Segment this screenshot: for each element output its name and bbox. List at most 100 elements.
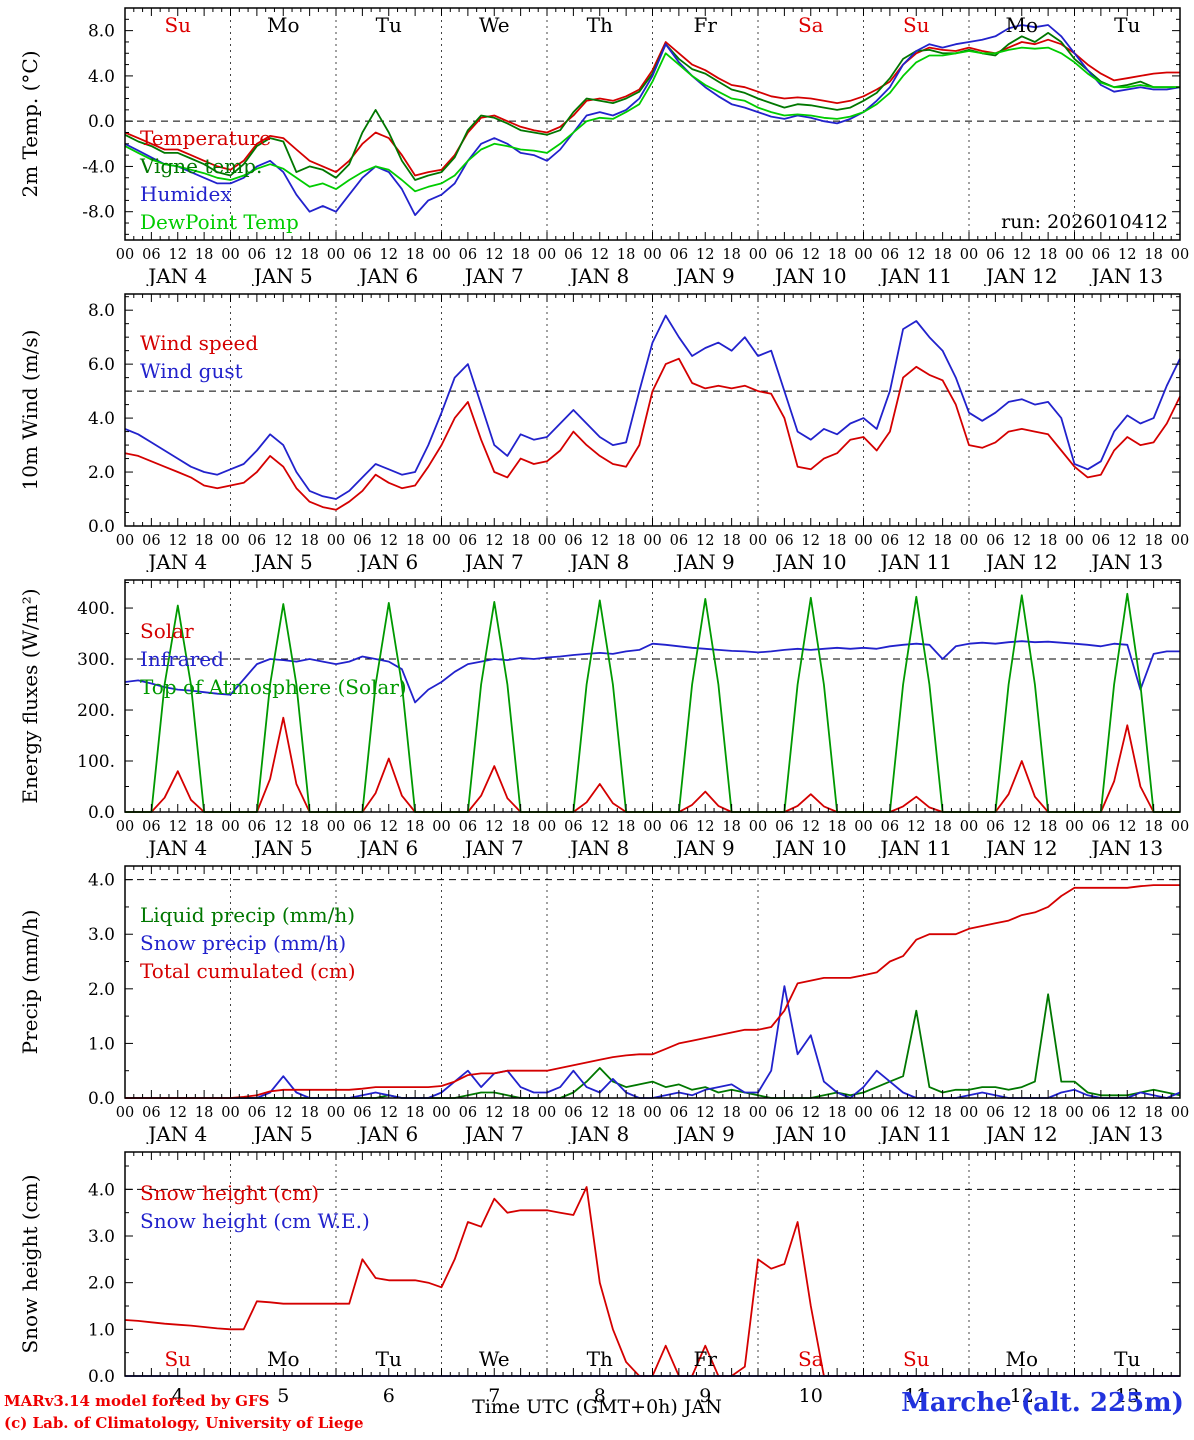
svg-text:Tu: Tu bbox=[376, 13, 402, 37]
svg-text:JAN 13: JAN 13 bbox=[1089, 550, 1163, 572]
svg-text:0.0: 0.0 bbox=[88, 803, 115, 823]
svg-text:06: 06 bbox=[142, 1105, 160, 1121]
svg-text:12: 12 bbox=[1013, 819, 1031, 835]
svg-text:JAN 5: JAN 5 bbox=[252, 550, 313, 572]
svg-text:Humidex: Humidex bbox=[140, 182, 232, 206]
svg-text:06: 06 bbox=[459, 819, 477, 835]
svg-text:JAN 10: JAN 10 bbox=[773, 1122, 847, 1144]
svg-text:9: 9 bbox=[699, 1385, 711, 1407]
svg-text:4.0: 4.0 bbox=[88, 409, 115, 429]
panel-wind: 0.0 2.0 4.0 6.0 8.0 00 06 12 18 00 06 12 18 00 06 12 18 0… bbox=[0, 286, 1194, 572]
svg-text:06: 06 bbox=[986, 819, 1004, 835]
panel-temperature: -8.0 -4.0 0.0 4.0 8.0 00 06 12 18 00 06 12 18 00 06 12 1… bbox=[0, 0, 1194, 286]
svg-text:11: 11 bbox=[904, 1385, 928, 1407]
svg-text:2.0: 2.0 bbox=[88, 1274, 115, 1294]
panel-energy-fluxes: 0.0 100. 200. 300. 400. 00 06 12 18 00 06 12 18 00 06 1… bbox=[0, 572, 1194, 858]
svg-text:8: 8 bbox=[594, 1385, 606, 1407]
svg-text:12: 12 bbox=[696, 533, 714, 549]
svg-text:18: 18 bbox=[300, 247, 318, 263]
svg-text:Th: Th bbox=[587, 1347, 613, 1371]
svg-text:0.0: 0.0 bbox=[88, 1367, 115, 1387]
svg-text:12: 12 bbox=[485, 1105, 503, 1121]
svg-text:JAN 11: JAN 11 bbox=[878, 1122, 952, 1144]
svg-text:06: 06 bbox=[564, 533, 582, 549]
svg-text:00: 00 bbox=[327, 247, 345, 263]
svg-text:06: 06 bbox=[881, 819, 899, 835]
svg-text:Tu: Tu bbox=[1114, 13, 1140, 37]
svg-text:Snow height (cm W.E.): Snow height (cm W.E.) bbox=[140, 1209, 370, 1233]
svg-text:300.: 300. bbox=[77, 650, 115, 670]
svg-text:00: 00 bbox=[221, 819, 239, 835]
svg-text:12: 12 bbox=[802, 247, 820, 263]
svg-text:18: 18 bbox=[1144, 1105, 1162, 1121]
svg-text:JAN 10: JAN 10 bbox=[773, 550, 847, 572]
svg-text:JAN 5: JAN 5 bbox=[252, 836, 313, 858]
svg-text:18: 18 bbox=[722, 247, 740, 263]
svg-text:10: 10 bbox=[799, 1385, 823, 1407]
svg-text:JAN 12: JAN 12 bbox=[984, 550, 1058, 572]
svg-text:We: We bbox=[479, 13, 510, 37]
svg-text:00: 00 bbox=[854, 247, 872, 263]
svg-text:1.0: 1.0 bbox=[88, 1034, 115, 1054]
svg-text:JAN 11: JAN 11 bbox=[878, 550, 952, 572]
svg-text:00: 00 bbox=[116, 1105, 134, 1121]
svg-text:12: 12 bbox=[274, 247, 292, 263]
svg-text:06: 06 bbox=[670, 533, 688, 549]
svg-text:06: 06 bbox=[986, 533, 1004, 549]
svg-text:JAN 6: JAN 6 bbox=[357, 550, 418, 572]
snow-height-chart: 0.0 1.0 2.0 3.0 4.0 4 Su 5 Mo 6 Tu 7 We 8 Th 9 Fr 10 Sa 11 S… bbox=[88, 1151, 1181, 1407]
svg-text:00: 00 bbox=[960, 247, 978, 263]
svg-text:400.: 400. bbox=[77, 599, 115, 619]
svg-text:00: 00 bbox=[854, 533, 872, 549]
svg-text:-8.0: -8.0 bbox=[82, 203, 115, 223]
svg-text:-4.0: -4.0 bbox=[82, 157, 115, 177]
svg-text:JAN 8: JAN 8 bbox=[568, 836, 629, 858]
svg-text:18: 18 bbox=[511, 533, 529, 549]
svg-text:JAN 7: JAN 7 bbox=[463, 264, 524, 286]
svg-text:00: 00 bbox=[1171, 247, 1189, 263]
svg-text:4.0: 4.0 bbox=[88, 1180, 115, 1200]
svg-text:Top of Atmosphere (Solar): Top of Atmosphere (Solar) bbox=[140, 675, 407, 699]
svg-text:00: 00 bbox=[221, 1105, 239, 1121]
svg-text:00: 00 bbox=[116, 819, 134, 835]
svg-text:18: 18 bbox=[828, 819, 846, 835]
svg-text:06: 06 bbox=[670, 1105, 688, 1121]
wind-y-axis-label: 10m Wind (m/s) bbox=[18, 329, 42, 491]
wind-chart: 0.0 2.0 4.0 6.0 8.0 00 06 12 18 00 06 12 18 00 06 12 18 0… bbox=[88, 293, 1189, 572]
svg-text:06: 06 bbox=[459, 533, 477, 549]
svg-text:Sa: Sa bbox=[798, 13, 824, 37]
svg-text:JAN 6: JAN 6 bbox=[357, 836, 418, 858]
station-label: Marche (alt. 225m) bbox=[901, 1388, 1184, 1418]
svg-text:06: 06 bbox=[248, 1105, 266, 1121]
svg-text:12: 12 bbox=[274, 1105, 292, 1121]
svg-text:Snow precip (mm/h): Snow precip (mm/h) bbox=[140, 931, 346, 955]
svg-text:00: 00 bbox=[749, 533, 767, 549]
svg-text:00: 00 bbox=[538, 533, 556, 549]
svg-text:00: 00 bbox=[854, 1105, 872, 1121]
svg-text:12: 12 bbox=[591, 247, 609, 263]
svg-text:18: 18 bbox=[722, 533, 740, 549]
svg-text:JAN 13: JAN 13 bbox=[1089, 1122, 1163, 1144]
svg-text:12: 12 bbox=[274, 533, 292, 549]
svg-text:06: 06 bbox=[353, 247, 371, 263]
svg-text:18: 18 bbox=[406, 533, 424, 549]
svg-text:18: 18 bbox=[406, 819, 424, 835]
svg-text:JAN 12: JAN 12 bbox=[984, 836, 1058, 858]
svg-text:12: 12 bbox=[696, 819, 714, 835]
svg-text:00: 00 bbox=[1171, 1105, 1189, 1121]
svg-text:2.0: 2.0 bbox=[88, 463, 115, 483]
svg-text:00: 00 bbox=[643, 819, 661, 835]
svg-text:18: 18 bbox=[933, 1105, 951, 1121]
svg-text:06: 06 bbox=[670, 247, 688, 263]
svg-text:JAN 8: JAN 8 bbox=[568, 264, 629, 286]
svg-text:00: 00 bbox=[1171, 533, 1189, 549]
svg-text:06: 06 bbox=[881, 247, 899, 263]
svg-text:Mo: Mo bbox=[1005, 13, 1038, 37]
svg-text:00: 00 bbox=[116, 247, 134, 263]
svg-text:00: 00 bbox=[854, 819, 872, 835]
svg-text:12: 12 bbox=[169, 819, 187, 835]
svg-text:00: 00 bbox=[749, 819, 767, 835]
svg-text:00: 00 bbox=[432, 819, 450, 835]
svg-text:00: 00 bbox=[749, 1105, 767, 1121]
svg-text:18: 18 bbox=[617, 1105, 635, 1121]
